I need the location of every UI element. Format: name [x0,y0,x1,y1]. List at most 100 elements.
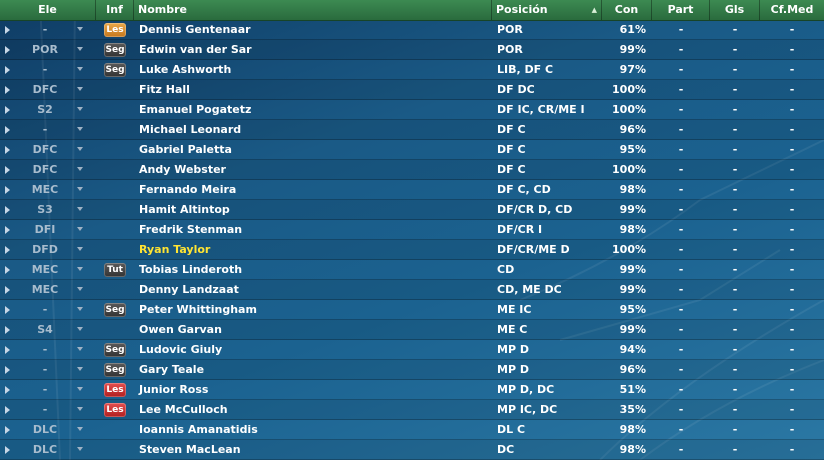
table-row[interactable]: DFI Fredrik Stenman DF/CR I 98% - - - [0,220,824,240]
chevron-down-icon[interactable] [77,227,83,231]
header-avg-rating[interactable]: Cf.Med [770,3,814,16]
expand-arrow-icon[interactable] [5,166,10,174]
role-select[interactable]: DFC [32,143,58,156]
role-select[interactable]: - [42,343,48,356]
info-badge[interactable]: Les [104,403,126,417]
expand-arrow-icon[interactable] [5,406,10,414]
table-row[interactable]: DLC Ioannis Amanatidis DL C 98% - - - [0,420,824,440]
table-row[interactable]: - Seg Ludovic Giuly MP D 94% - - - [0,340,824,360]
info-badge[interactable]: Seg [104,363,126,377]
table-row[interactable]: - Seg Luke Ashworth LIB, DF C 97% - - - [0,60,824,80]
role-select[interactable]: - [42,403,48,416]
info-badge[interactable]: Seg [104,63,126,77]
player-name[interactable]: Steven MacLean [139,443,241,456]
chevron-down-icon[interactable] [77,407,83,411]
expand-arrow-icon[interactable] [5,286,10,294]
player-name[interactable]: Junior Ross [139,383,209,396]
role-select[interactable]: DFC [32,163,58,176]
table-row[interactable]: MEC Denny Landzaat CD, ME DC 99% - - - [0,280,824,300]
role-select[interactable]: S2 [37,103,53,116]
role-select[interactable]: - [42,363,48,376]
player-name[interactable]: Peter Whittingham [139,303,257,316]
expand-arrow-icon[interactable] [5,386,10,394]
player-name[interactable]: Michael Leonard [139,123,242,136]
expand-arrow-icon[interactable] [5,266,10,274]
expand-arrow-icon[interactable] [5,246,10,254]
player-name[interactable]: Gabriel Paletta [139,143,232,156]
chevron-down-icon[interactable] [77,327,83,331]
role-select[interactable]: - [42,63,48,76]
table-row[interactable]: - Seg Gary Teale MP D 96% - - - [0,360,824,380]
expand-arrow-icon[interactable] [5,86,10,94]
player-name[interactable]: Ryan Taylor [139,243,211,256]
chevron-down-icon[interactable] [77,27,83,31]
chevron-down-icon[interactable] [77,47,83,51]
chevron-down-icon[interactable] [77,387,83,391]
expand-arrow-icon[interactable] [5,346,10,354]
player-name[interactable]: Fredrik Stenman [139,223,243,236]
expand-arrow-icon[interactable] [5,306,10,314]
expand-arrow-icon[interactable] [5,66,10,74]
header-name[interactable]: Nombre [134,0,492,20]
chevron-down-icon[interactable] [77,267,83,271]
role-select[interactable]: MEC [31,263,59,276]
chevron-down-icon[interactable] [77,447,83,451]
player-name[interactable]: Fitz Hall [139,83,190,96]
table-row[interactable]: MEC Fernando Meira DF C, CD 98% - - - [0,180,824,200]
table-row[interactable]: - Seg Peter Whittingham ME IC 95% - - - [0,300,824,320]
role-select[interactable]: DLC [32,423,58,436]
chevron-down-icon[interactable] [77,187,83,191]
table-row[interactable]: POR Seg Edwin van der Sar POR 99% - - - [0,40,824,60]
header-info[interactable]: Inf [96,0,134,20]
chevron-down-icon[interactable] [77,127,83,131]
table-row[interactable]: S3 Hamit Altintop DF/CR D, CD 99% - - - [0,200,824,220]
table-row[interactable]: DLC Steven MacLean DC 98% - - - [0,440,824,460]
chevron-down-icon[interactable] [77,287,83,291]
table-row[interactable]: DFC Gabriel Paletta DF C 95% - - - [0,140,824,160]
info-badge[interactable]: Seg [104,343,126,357]
info-badge[interactable]: Seg [104,303,126,317]
expand-arrow-icon[interactable] [5,226,10,234]
player-name[interactable]: Edwin van der Sar [139,43,252,56]
info-badge[interactable]: Les [104,23,126,37]
player-name[interactable]: Emanuel Pogatetz [139,103,252,116]
chevron-down-icon[interactable] [77,67,83,71]
chevron-down-icon[interactable] [77,167,83,171]
player-name[interactable]: Ludovic Giuly [139,343,223,356]
expand-arrow-icon[interactable] [5,186,10,194]
header-position[interactable]: Posición ▲ [492,0,602,20]
player-name[interactable]: Tobias Linderoth [139,263,243,276]
table-row[interactable]: - Les Junior Ross MP D, DC 51% - - - [0,380,824,400]
expand-arrow-icon[interactable] [5,46,10,54]
expand-arrow-icon[interactable] [5,206,10,214]
expand-arrow-icon[interactable] [5,126,10,134]
role-select[interactable]: - [42,123,48,136]
expand-arrow-icon[interactable] [5,326,10,334]
role-select[interactable]: MEC [31,183,59,196]
role-select[interactable]: - [42,383,48,396]
expand-arrow-icon[interactable] [5,446,10,454]
chevron-down-icon[interactable] [77,367,83,371]
chevron-down-icon[interactable] [77,247,83,251]
chevron-down-icon[interactable] [77,347,83,351]
table-row[interactable]: - Michael Leonard DF C 96% - - - [0,120,824,140]
table-row[interactable]: DFC Fitz Hall DF DC 100% - - - [0,80,824,100]
table-row[interactable]: S4 Owen Garvan ME C 99% - - - [0,320,824,340]
header-goals[interactable]: Gls [710,0,760,20]
role-select[interactable]: DFC [32,83,58,96]
player-name[interactable]: Andy Webster [139,163,226,176]
table-row[interactable]: - Les Lee McCulloch MP IC, DC 35% - - - [0,400,824,420]
role-select[interactable]: - [42,23,48,36]
table-row[interactable]: S2 Emanuel Pogatetz DF IC, CR/ME I 100% - - - [0,100,824,120]
chevron-down-icon[interactable] [77,107,83,111]
header-condition[interactable]: Con [602,0,652,20]
expand-arrow-icon[interactable] [5,26,10,34]
player-name[interactable]: Dennis Gentenaar [139,23,251,36]
role-select[interactable]: MEC [31,283,59,296]
chevron-down-icon[interactable] [77,87,83,91]
info-badge[interactable]: Les [104,383,126,397]
chevron-down-icon[interactable] [77,307,83,311]
header-apps[interactable]: Part [652,0,710,20]
info-badge[interactable]: Seg [104,43,126,57]
player-name[interactable]: Denny Landzaat [139,283,239,296]
